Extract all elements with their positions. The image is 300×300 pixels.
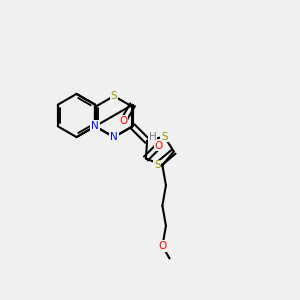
Text: N: N bbox=[110, 132, 118, 142]
Text: S: S bbox=[154, 160, 160, 170]
Text: N: N bbox=[91, 121, 99, 131]
Text: O: O bbox=[119, 116, 128, 126]
Text: O: O bbox=[155, 141, 163, 151]
Text: H: H bbox=[149, 132, 156, 142]
Text: O: O bbox=[158, 241, 166, 251]
Text: N: N bbox=[91, 121, 99, 131]
Text: S: S bbox=[161, 131, 168, 142]
Text: S: S bbox=[111, 91, 117, 101]
